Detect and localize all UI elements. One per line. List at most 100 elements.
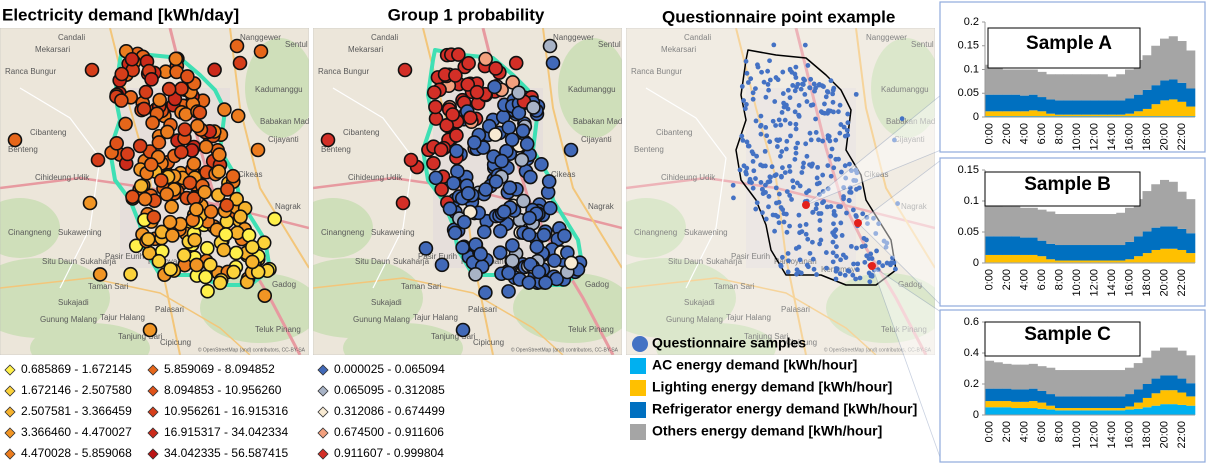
- map-point: [501, 284, 516, 299]
- area-step: [1142, 253, 1152, 263]
- map-point: [742, 106, 748, 111]
- area-step: [1028, 69, 1038, 95]
- map-point: [740, 137, 746, 143]
- map-place-label: Cikeas: [238, 170, 262, 179]
- map-point: [780, 254, 785, 260]
- map-point: [828, 173, 834, 179]
- area-step: [993, 401, 1003, 408]
- map-point: [837, 130, 843, 136]
- x-tick-label: 10:00: [1071, 269, 1083, 297]
- area-step: [1020, 69, 1030, 96]
- map-place-label: Cinangneng: [8, 228, 51, 237]
- area-step: [1072, 245, 1082, 261]
- area-step: [1116, 245, 1126, 261]
- area-step: [1072, 260, 1082, 263]
- map-point: [864, 215, 870, 220]
- map-point: [769, 164, 775, 170]
- map-point: [434, 257, 450, 273]
- map-point: [811, 266, 817, 272]
- map-point: [782, 170, 788, 176]
- area-step: [1002, 69, 1012, 95]
- map-place-label: Taman Sari: [401, 282, 442, 291]
- map-point: [469, 84, 485, 100]
- chart-title-box: [984, 321, 1141, 357]
- map-point: [817, 192, 822, 197]
- area-step: [1063, 410, 1073, 415]
- legend-swatch: [4, 385, 16, 397]
- area-step: [1055, 114, 1065, 117]
- map-forest: [313, 258, 423, 338]
- map-title: Electricity demand [kWh/day]: [2, 5, 239, 24]
- map-point: [836, 109, 841, 115]
- map-point: [776, 220, 782, 226]
- map-point: [792, 88, 798, 94]
- map-place-label: Benteng: [634, 145, 664, 154]
- map-place-label: Teluk Pinang: [255, 325, 301, 334]
- map-point: [767, 139, 773, 145]
- map-point: [536, 227, 552, 243]
- map-point: [808, 76, 814, 82]
- map-point: [197, 184, 212, 200]
- map-point: [788, 133, 793, 139]
- area-step: [1151, 45, 1161, 86]
- map-point: [428, 99, 443, 115]
- map-title: Group 1 probability: [388, 5, 545, 24]
- map-point: [881, 238, 887, 244]
- map-point: [418, 241, 434, 256]
- area-step: [1168, 390, 1178, 405]
- map-point: [797, 183, 803, 189]
- map-point: [803, 222, 809, 227]
- y-tick-label: 0.05: [958, 226, 979, 238]
- map-place-label: Tanjung Sari: [118, 332, 163, 341]
- map-place-label: Cijayanti: [894, 135, 925, 144]
- map-point: [806, 188, 812, 194]
- area-step: [1133, 256, 1143, 263]
- map-point: [176, 247, 192, 263]
- map-place-label: Mekarsari: [348, 45, 383, 54]
- map-point: [797, 257, 803, 263]
- map-point: [514, 152, 530, 168]
- map-point: [787, 223, 792, 229]
- map-point: [168, 51, 184, 67]
- map-point: [847, 185, 853, 191]
- map-point: [547, 253, 562, 268]
- area-step: [1107, 114, 1117, 117]
- area-step: [1177, 404, 1187, 415]
- map-point: [785, 106, 791, 112]
- map-point: [526, 100, 541, 115]
- area-step: [1133, 389, 1143, 403]
- map-point: [124, 51, 140, 67]
- area-step: [1028, 110, 1038, 117]
- area-step: [1020, 389, 1030, 402]
- area-step: [1125, 394, 1135, 407]
- x-tick-label: 18:00: [1141, 421, 1153, 449]
- map-point: [829, 146, 835, 152]
- area-step: [1090, 74, 1100, 101]
- y-tick-label: 0.2: [964, 16, 979, 28]
- map-point: [433, 142, 449, 158]
- map-point: [84, 62, 100, 78]
- map-point: [228, 245, 244, 261]
- legend-swatch: [317, 385, 329, 397]
- map-point: [163, 261, 178, 277]
- map-forest: [200, 273, 309, 343]
- map-point: [515, 123, 531, 139]
- map-point: [739, 84, 745, 89]
- area-step: [1116, 100, 1126, 115]
- legend-swatch: [4, 448, 16, 460]
- area-step: [1160, 375, 1170, 391]
- map-point: [790, 184, 796, 190]
- map-point: [783, 146, 789, 152]
- map-forest: [626, 198, 686, 258]
- area-step: [1090, 100, 1100, 115]
- map-point: [825, 136, 831, 141]
- map-point: [799, 170, 805, 175]
- area-step: [1125, 367, 1135, 395]
- map-point: [815, 164, 821, 170]
- map-point: [137, 191, 153, 207]
- x-tick-label: 22:00: [1176, 421, 1188, 449]
- map-point: [842, 133, 848, 139]
- area-step: [1046, 409, 1056, 415]
- map-point: [744, 70, 750, 76]
